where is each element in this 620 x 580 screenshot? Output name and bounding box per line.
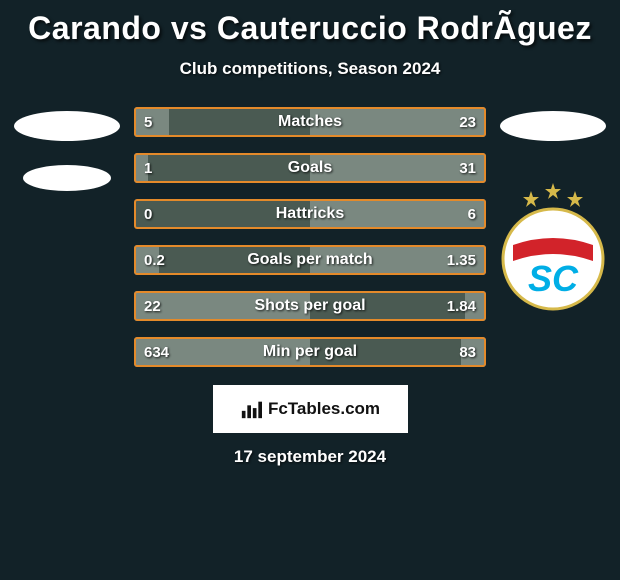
stat-bar-value-right: 1.35 <box>447 245 476 275</box>
stat-bar-row: Matches5 23 <box>134 107 486 137</box>
left-player-silhouette-shoulders <box>23 165 111 191</box>
stat-bar-row: Shots per goal22 1.84 <box>134 291 486 321</box>
main-row: Matches5 23 Goals1 31 Hattricks0 6 Goals per m… <box>0 107 620 367</box>
attribution-badge: FcTables.com <box>213 385 408 433</box>
stat-bar-label: Hattricks <box>134 199 486 229</box>
stat-bar-row: Min per goal634 83 <box>134 337 486 367</box>
chart-icon <box>240 398 262 420</box>
stat-bar-row: Goals1 31 <box>134 153 486 183</box>
stat-bar-value-left: 5 <box>144 107 152 137</box>
stat-bar-label: Goals per match <box>134 245 486 275</box>
stat-bar-row: Goals per match0.2 1.35 <box>134 245 486 275</box>
left-player-silhouette-head <box>14 111 120 141</box>
stats-comparison-card: Carando vs Cauteruccio RodrÃ­guez Club c… <box>0 0 620 580</box>
stat-bar-label: Matches <box>134 107 486 137</box>
date-label: 17 september 2024 <box>234 447 386 467</box>
right-player-col: SC <box>498 107 608 311</box>
crest-stars <box>523 183 583 207</box>
stat-bar-value-right: 31 <box>459 153 476 183</box>
stat-bar-value-right: 23 <box>459 107 476 137</box>
crest-monogram: SC <box>528 258 579 299</box>
stat-bar-value-right: 1.84 <box>447 291 476 321</box>
stat-bar-value-right: 83 <box>459 337 476 367</box>
stat-bar-label: Shots per goal <box>134 291 486 321</box>
stat-bar-value-left: 22 <box>144 291 161 321</box>
stat-bar-value-left: 0.2 <box>144 245 165 275</box>
stat-bar-label: Min per goal <box>134 337 486 367</box>
stat-bar-value-left: 634 <box>144 337 169 367</box>
stat-bar-row: Hattricks0 6 <box>134 199 486 229</box>
left-player-col <box>12 107 122 191</box>
stat-bar-value-right: 6 <box>468 199 476 229</box>
page-subtitle: Club competitions, Season 2024 <box>180 59 441 79</box>
stat-bars: Matches5 23 Goals1 31 Hattricks0 6 Goals per m… <box>134 107 486 367</box>
stat-bar-value-left: 0 <box>144 199 152 229</box>
page-title: Carando vs Cauteruccio RodrÃ­guez <box>28 10 592 47</box>
right-player-silhouette-head <box>500 111 606 141</box>
stat-bar-value-left: 1 <box>144 153 152 183</box>
club-crest-icon: SC <box>499 183 607 311</box>
attribution-label: FcTables.com <box>268 399 380 419</box>
stat-bar-label: Goals <box>134 153 486 183</box>
